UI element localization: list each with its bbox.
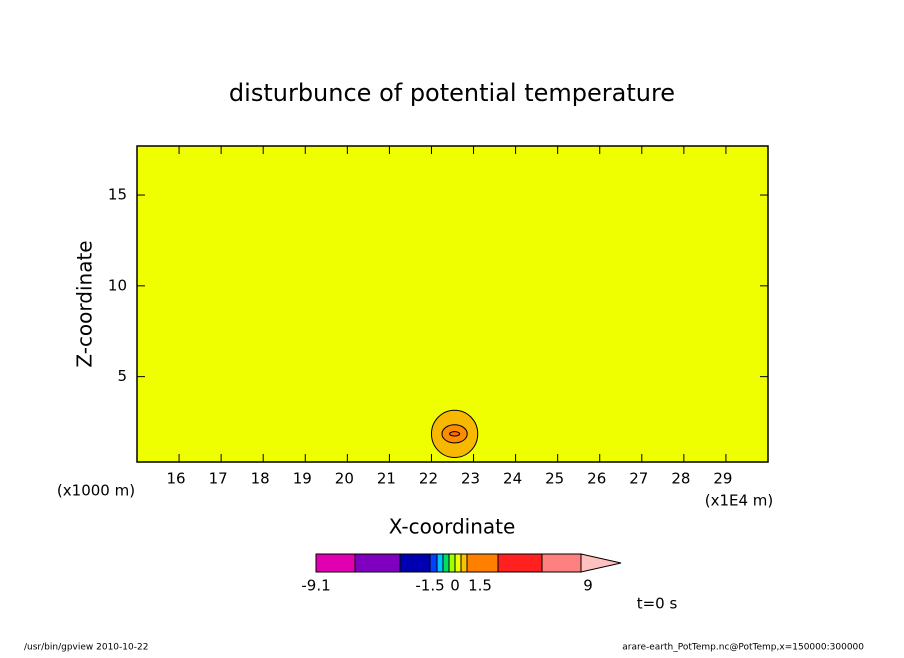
chart-title: disturbunce of potential temperature — [229, 79, 675, 107]
footer-right: arare-earth_PotTemp.nc@PotTemp,x=150000:… — [622, 643, 864, 653]
x-tick-label: 24 — [503, 470, 522, 488]
colorbar-segment — [460, 553, 468, 573]
colorbar-segment — [429, 553, 438, 573]
x-tick-label: 29 — [713, 470, 732, 488]
x-tick-label: 19 — [293, 470, 312, 488]
colorbar-tick-label: 0 — [450, 577, 460, 595]
colorbar-segment — [399, 553, 431, 573]
colorbar-segment — [541, 553, 582, 573]
colorbar-segment — [448, 553, 456, 573]
y-tick-label: 5 — [117, 367, 127, 385]
colorbar-segment — [315, 553, 356, 573]
colorbar-segment — [466, 553, 499, 573]
colorbar-tick-label: 1.5 — [468, 577, 492, 595]
x-tick-label: 20 — [335, 470, 354, 488]
colorbar-tick-label: 9 — [583, 577, 593, 595]
x-tick-label: 28 — [671, 470, 690, 488]
x-axis-label: X-coordinate — [389, 515, 516, 539]
y-tick-label: 10 — [108, 276, 127, 294]
x-tick-label: 25 — [545, 470, 564, 488]
contour — [449, 431, 461, 437]
x-tick-label: 17 — [209, 470, 228, 488]
y-unit: (x1000 m) — [57, 482, 135, 500]
colorbar-segment — [497, 553, 543, 573]
footer-left: /usr/bin/gpview 2010-10-22 — [24, 643, 148, 653]
y-axis-label: Z-coordinate — [73, 240, 97, 367]
x-tick-label: 27 — [629, 470, 648, 488]
x-unit: (x1E4 m) — [705, 492, 774, 510]
colorbar-tick-label: -9.1 — [301, 577, 330, 595]
x-tick-label: 16 — [167, 470, 186, 488]
x-tick-label: 18 — [251, 470, 270, 488]
colorbar-segment — [442, 553, 450, 573]
colorbar-segment — [454, 553, 462, 573]
colorbar-tick-label: -1.5 — [415, 577, 444, 595]
colorbar-segment — [354, 553, 401, 573]
x-tick-label: 21 — [377, 470, 396, 488]
colorbar-segment — [436, 553, 444, 573]
x-tick-label: 26 — [587, 470, 606, 488]
annotation: t=0 s — [637, 595, 678, 613]
colorbar-arrow — [580, 553, 622, 573]
x-tick-label: 23 — [461, 470, 480, 488]
x-tick-label: 22 — [419, 470, 438, 488]
y-tick-label: 15 — [108, 186, 127, 204]
plot-background — [137, 146, 768, 462]
plot-frame — [136, 145, 769, 463]
